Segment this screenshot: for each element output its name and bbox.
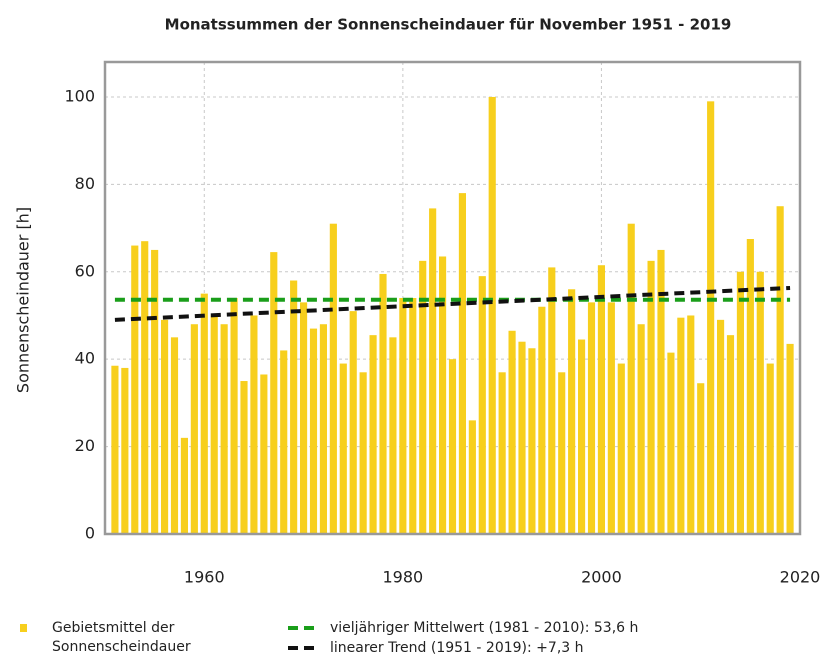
bar bbox=[657, 249, 665, 535]
bar bbox=[736, 271, 745, 534]
bar bbox=[270, 252, 278, 534]
bar bbox=[548, 267, 556, 534]
bar bbox=[379, 273, 387, 534]
bar bbox=[170, 337, 179, 534]
bar bbox=[528, 348, 536, 534]
bar bbox=[131, 245, 139, 535]
bar bbox=[230, 298, 238, 534]
bar bbox=[180, 437, 189, 534]
bar bbox=[468, 420, 476, 534]
bar bbox=[677, 317, 685, 534]
x-tick-label: 2000 bbox=[581, 568, 622, 587]
x-tick-label: 1960 bbox=[184, 568, 225, 587]
bar bbox=[558, 372, 566, 534]
bar bbox=[508, 330, 516, 534]
legend-label: Gebietsmittel der Sonnenscheindauer bbox=[52, 620, 191, 655]
bar bbox=[448, 359, 457, 534]
bar bbox=[141, 241, 149, 534]
bar bbox=[250, 315, 258, 534]
bar bbox=[597, 265, 606, 534]
bar bbox=[399, 298, 407, 534]
bar bbox=[637, 324, 645, 534]
y-tick-label: 20 bbox=[75, 436, 95, 455]
bar bbox=[607, 302, 615, 534]
bar bbox=[538, 306, 546, 534]
bar bbox=[697, 383, 705, 534]
bar bbox=[786, 343, 794, 534]
bar bbox=[498, 372, 506, 534]
bar bbox=[438, 256, 447, 534]
bar bbox=[716, 319, 725, 534]
bar bbox=[667, 352, 675, 534]
y-tick-label: 0 bbox=[85, 524, 95, 543]
line bbox=[114, 285, 791, 322]
legend-label: vieljähriger Mittelwert (1981 - 2010): 5… bbox=[330, 620, 639, 636]
chart-title: Monatssummen der Sonnenscheindauer für N… bbox=[165, 16, 732, 34]
y-axis-label: Sonnenscheindauer [h] bbox=[14, 207, 33, 393]
bar bbox=[587, 302, 596, 534]
bar bbox=[568, 289, 576, 534]
bar bbox=[309, 328, 318, 534]
bar bbox=[707, 101, 715, 534]
y-tick-label: 60 bbox=[75, 261, 95, 280]
bar bbox=[111, 365, 119, 534]
bar bbox=[210, 315, 218, 534]
bar bbox=[687, 315, 695, 534]
bar bbox=[726, 335, 735, 534]
bar bbox=[458, 193, 467, 534]
bar bbox=[389, 337, 397, 534]
bar bbox=[369, 335, 377, 534]
x-tick-label: 1980 bbox=[382, 568, 423, 587]
bar bbox=[409, 298, 417, 534]
bar bbox=[319, 324, 328, 534]
bar bbox=[299, 302, 308, 534]
bar bbox=[617, 363, 625, 534]
y-tick-label: 100 bbox=[64, 86, 95, 105]
bar bbox=[518, 341, 526, 534]
bar bbox=[359, 372, 367, 534]
x-tick-label: 2020 bbox=[780, 568, 821, 587]
bar bbox=[746, 239, 754, 534]
bar bbox=[647, 260, 655, 534]
bar bbox=[290, 280, 298, 534]
plot-frame bbox=[103, 60, 802, 536]
bar bbox=[121, 367, 129, 534]
bar bbox=[756, 271, 764, 534]
legend-marker bbox=[20, 624, 27, 632]
bar bbox=[190, 324, 198, 534]
bar bbox=[260, 374, 268, 534]
bar bbox=[627, 223, 635, 534]
legend-label: linearer Trend (1951 - 2019): +7,3 h bbox=[330, 640, 584, 656]
bar bbox=[160, 319, 169, 534]
bar bbox=[240, 381, 248, 534]
bar bbox=[577, 339, 586, 534]
bar bbox=[329, 223, 337, 534]
bar bbox=[419, 260, 427, 534]
bar bbox=[220, 324, 228, 534]
bar bbox=[151, 249, 159, 535]
bar bbox=[429, 208, 437, 534]
y-tick-label: 80 bbox=[75, 174, 95, 193]
bar bbox=[200, 293, 208, 534]
bar bbox=[478, 276, 486, 534]
y-tick-label: 40 bbox=[75, 349, 95, 368]
bar bbox=[339, 363, 347, 534]
bar bbox=[776, 206, 784, 534]
bar bbox=[766, 363, 774, 534]
bar bbox=[488, 96, 496, 535]
bar bbox=[280, 350, 288, 534]
bar bbox=[349, 311, 357, 534]
